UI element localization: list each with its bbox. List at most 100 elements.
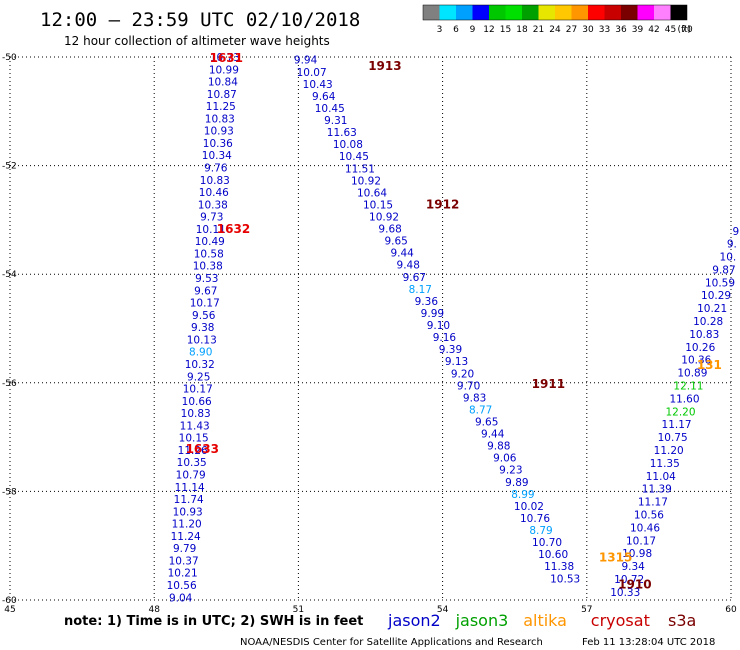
scale-label: 3 (437, 25, 443, 35)
data-labels: 9.0410.5610.2110.379.7911.2411.2010.9311… (167, 51, 740, 604)
y-tick-label: -60 (2, 596, 17, 606)
wave-height-label: 10.26 (685, 342, 715, 354)
wave-height-label: 11.25 (206, 101, 236, 113)
wave-height-label: 10.15 (363, 199, 393, 211)
wave-height-label: 9.16 (433, 332, 457, 344)
scale-label: 30 (582, 25, 594, 35)
x-tick-label: 57 (581, 605, 592, 615)
wave-height-label: 10.84 (208, 77, 238, 89)
wave-height-label: 10.02 (514, 501, 544, 513)
scale-swatch (621, 5, 638, 20)
wave-height-label: 10.66 (182, 396, 212, 408)
wave-height-label: 9.13 (445, 356, 468, 368)
x-tick-label: 51 (293, 605, 304, 615)
scale-label: 24 (549, 25, 561, 35)
wave-height-label: 11.63 (327, 127, 357, 139)
pass-number-label: 1631 (210, 51, 243, 65)
wave-height-label: 9.44 (481, 429, 505, 441)
wave-height-label: 9.25 (187, 371, 210, 383)
wave-height-label: 11.51 (345, 163, 375, 175)
wave-height-label: 10.15 (179, 433, 209, 445)
scale-swatch (456, 5, 473, 20)
scale-swatch (439, 5, 456, 20)
pass-number-label: 1912 (426, 198, 459, 212)
footer-note: note: 1) Time is in UTC; 2) SWH is in fe… (64, 614, 363, 629)
wave-height-label: 11.74 (174, 494, 204, 506)
wave-height-label: 9. (727, 239, 737, 251)
wave-height-label: 10.28 (693, 316, 723, 328)
wave-height-label: 8.77 (469, 404, 492, 416)
wave-height-label: 9.64 (312, 91, 336, 103)
wave-height-label: 9.06 (493, 453, 517, 465)
wave-height-label: 9.20 (451, 368, 474, 380)
scale-swatch (472, 5, 489, 20)
wave-height-label: 10.38 (193, 261, 223, 273)
wave-height-label: 9.34 (621, 561, 645, 573)
wave-height-label: 10.11 (196, 224, 226, 236)
wave-height-label: 10.32 (185, 359, 215, 371)
wave-height-label: 9.23 (499, 465, 522, 477)
wave-height-label: 10.29 (701, 290, 731, 302)
wave-height-label: 10.35 (177, 457, 207, 469)
wave-height-label: 10.49 (195, 236, 225, 248)
wave-height-label: 9.76 (204, 163, 228, 175)
wave-height-label: 9.99 (421, 308, 444, 320)
wave-height-label: 10.45 (315, 103, 345, 115)
wave-height-label: 10.45 (339, 151, 369, 163)
scale-label: 12 (483, 25, 494, 35)
wave-height-label: 10.34 (202, 150, 232, 162)
wave-height-label: 9.67 (403, 272, 426, 284)
pass-number-label: 1911 (532, 377, 565, 391)
wave-height-label: 10.37 (169, 555, 199, 567)
scale-label: 18 (516, 25, 528, 35)
wave-height-label: 11.35 (650, 458, 680, 470)
scale-frame (422, 4, 688, 21)
wave-height-label: 9.39 (439, 344, 462, 356)
wave-height-label: 9.31 (324, 115, 347, 127)
wave-height-label: 10.56 (634, 509, 664, 521)
satellite-legend-item: jason2 (387, 611, 441, 630)
wave-height-label: 10.13 (187, 334, 217, 346)
scale-label: 70 (681, 25, 693, 35)
wave-height-label: 10.76 (520, 513, 550, 525)
wave-height-label: 11.14 (175, 482, 205, 494)
pass-number-label: 1315 (599, 551, 632, 565)
scale-swatch (423, 5, 440, 20)
scale-swatch (489, 5, 506, 20)
y-tick-label: -58 (2, 487, 17, 497)
wave-height-label: 8.17 (409, 284, 432, 296)
wave-height-label: 9.89 (505, 477, 528, 489)
x-tick-label: 45 (4, 605, 15, 615)
wave-height-label: 9.44 (390, 248, 414, 260)
wave-height-label: 10.83 (181, 408, 211, 420)
wave-height-label: 9.67 (194, 285, 217, 297)
wave-height-label: 10.93 (204, 126, 234, 138)
wave-height-label: 10.92 (369, 211, 399, 223)
wave-height-label: 10.53 (550, 573, 580, 585)
wave-height-label: 12.11 (673, 381, 703, 393)
wave-height-label: 10.33 (610, 587, 640, 599)
wave-height-label: 10.46 (630, 522, 660, 534)
scale-swatch (637, 5, 654, 20)
wave-height-label: 10.07 (297, 67, 327, 79)
wave-height-label: 10.56 (167, 580, 197, 592)
wave-height-label: 9.94 (294, 55, 318, 67)
wave-height-label: 10.70 (532, 537, 562, 549)
wave-height-label: 10.89 (677, 368, 707, 380)
chart-subtitle: 12 hour collection of altimeter wave hei… (64, 34, 330, 48)
wave-height-label: 10.43 (303, 79, 333, 91)
satellite-legend-item: cryosat (591, 611, 650, 630)
wave-height-label: 8.79 (529, 525, 552, 537)
scale-label: 27 (566, 25, 577, 35)
satellite-legend: jason2 jason3 altika cryosat s3a (387, 611, 696, 630)
wave-height-label: 10.83 (205, 113, 235, 125)
wave-height-label: 12.20 (665, 406, 695, 418)
wave-height-label: 9.56 (192, 310, 216, 322)
wave-height-label: 9.88 (487, 441, 510, 453)
scale-label: 33 (599, 25, 610, 35)
wave-height-label: 10.36 (681, 355, 711, 367)
wave-height-label: 10.79 (176, 469, 206, 481)
scale-label: 21 (533, 25, 544, 35)
wave-height-label: 10.17 (190, 298, 220, 310)
wave-height-label: 11.20 (172, 519, 202, 531)
